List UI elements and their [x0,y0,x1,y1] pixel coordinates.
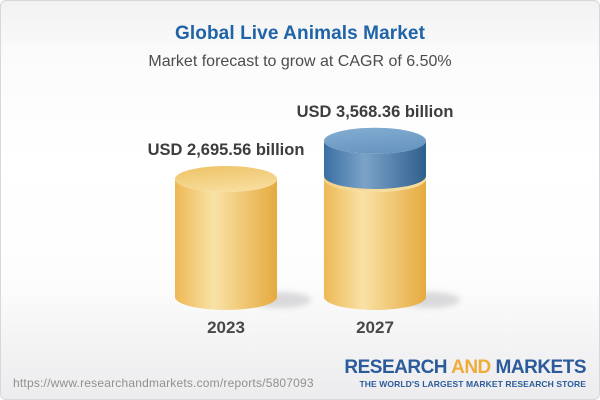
logo-word-and: AND [451,357,491,378]
logo-wordmark: RESEARCH AND MARKETS [344,358,586,377]
cylinder-top-base [175,166,277,192]
page-title: Global Live Animals Market [174,23,426,44]
value-label: USD 3,568.36 billion [297,103,454,121]
cylinder-body-base [175,179,277,310]
logo-word-markets: MARKETS [495,357,587,378]
page-subtitle: Market forecast to grow at CAGR of 6.50% [148,53,452,70]
value-label: USD 2,695.56 billion [148,141,305,159]
year-label: 2023 [207,318,245,337]
bar-2023: USD 2,695.56 billion 2023 [148,141,311,337]
cylinder-body-growth [324,140,426,189]
cylinder-top-growth [324,127,426,154]
year-label: 2027 [356,318,394,337]
logo-tagline: THE WORLD'S LARGEST MARKET RESEARCH STOR… [359,379,586,389]
logo-word-research: RESEARCH [344,357,448,378]
cylinder-body-base [324,179,426,310]
bar-2027: USD 3,568.36 billion 2027 [297,103,460,337]
report-url: https://www.researchandmarkets.com/repor… [13,376,314,390]
research-and-markets-logo: RESEARCH AND MARKETS THE WORLD'S LARGEST… [344,358,586,389]
